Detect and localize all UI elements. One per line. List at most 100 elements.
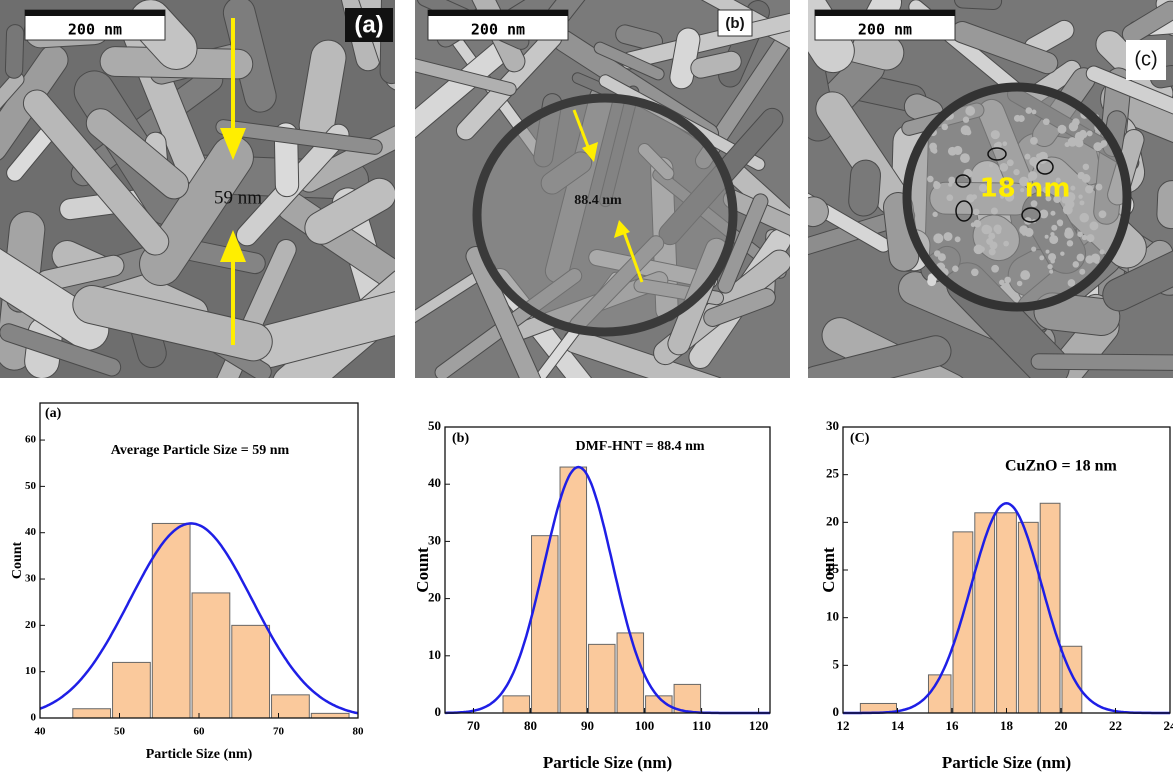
arrow-head bbox=[614, 220, 630, 238]
zoom-ring bbox=[902, 82, 1132, 312]
measure: 59 nm bbox=[214, 187, 262, 208]
arrow-head bbox=[220, 128, 246, 160]
arrow bbox=[622, 231, 644, 283]
texture bbox=[593, 41, 665, 81]
annotation: Average Particle Size = 59 nm bbox=[111, 443, 290, 458]
x-tick-label: 14 bbox=[891, 718, 905, 733]
panel-label: (C) bbox=[850, 431, 870, 446]
texture bbox=[1102, 245, 1173, 312]
y-tick-label: 60 bbox=[25, 434, 37, 446]
y-tick-label: 50 bbox=[25, 480, 37, 492]
texture bbox=[85, 108, 190, 200]
bar bbox=[151, 522, 191, 719]
texture bbox=[1085, 65, 1173, 120]
y-axis-label: Count bbox=[10, 541, 25, 579]
y-axis-label: Count bbox=[819, 547, 838, 593]
x-tick-label: 70 bbox=[467, 718, 480, 733]
y-tick-label: 20 bbox=[428, 590, 441, 605]
texture bbox=[703, 287, 776, 327]
texture bbox=[808, 0, 855, 74]
particle-mark bbox=[955, 174, 971, 188]
texture bbox=[304, 177, 395, 245]
bar bbox=[1017, 521, 1039, 714]
bar bbox=[588, 643, 616, 714]
scale-bar bbox=[428, 10, 568, 16]
bar bbox=[559, 466, 588, 714]
bar bbox=[191, 592, 231, 719]
panel-label: (a) bbox=[45, 406, 62, 421]
x-tick-label: 60 bbox=[194, 726, 206, 738]
y-tick-label: 30 bbox=[428, 532, 441, 547]
panel-label: (c) bbox=[1134, 48, 1157, 70]
bar bbox=[996, 512, 1017, 714]
texture bbox=[954, 0, 1003, 11]
x-tick-label: 18 bbox=[1000, 718, 1014, 733]
texture bbox=[465, 246, 555, 378]
x-tick-label: 70 bbox=[273, 726, 285, 738]
y-tick-label: 0 bbox=[31, 712, 37, 724]
arrow bbox=[572, 109, 592, 153]
fit-curve bbox=[39, 522, 359, 715]
annotation: CuZnO = 18 nm bbox=[1005, 458, 1117, 475]
texture bbox=[848, 159, 881, 217]
bar bbox=[1039, 502, 1061, 714]
texture bbox=[808, 335, 952, 378]
bar bbox=[927, 674, 952, 714]
particle-mark bbox=[955, 200, 973, 222]
label-box bbox=[345, 8, 393, 42]
scale-bar bbox=[25, 10, 165, 16]
x-axis-label: Particle Size (nm) bbox=[146, 747, 253, 762]
overlay: 200 nm (b) 88.4 nm bbox=[427, 9, 753, 337]
particle-mark bbox=[987, 147, 1007, 161]
plot-frame bbox=[444, 426, 771, 714]
y-tick-label: 5 bbox=[833, 656, 840, 671]
texture bbox=[808, 196, 829, 228]
panel-label: (b) bbox=[725, 15, 744, 32]
measure: 88.4 nm bbox=[574, 193, 622, 208]
panel-label: (b) bbox=[452, 431, 469, 446]
y-tick-label: 0 bbox=[435, 704, 442, 719]
scale-text: 200 nm bbox=[858, 21, 912, 39]
arrow-head bbox=[220, 230, 246, 262]
overlay: 200 nm (a) 59 nm bbox=[24, 8, 393, 345]
micrograph bbox=[0, 0, 395, 378]
y-tick-label: 10 bbox=[428, 647, 441, 662]
x-tick-label: 20 bbox=[1055, 718, 1068, 733]
y-tick-label: 20 bbox=[826, 513, 839, 528]
measure: 18 nm bbox=[980, 174, 1071, 204]
x-tick-label: 110 bbox=[692, 718, 711, 733]
texture bbox=[215, 119, 383, 155]
texture bbox=[415, 57, 517, 96]
particle-mark bbox=[1036, 159, 1054, 175]
arrow-head bbox=[582, 142, 598, 162]
texture bbox=[927, 277, 937, 287]
y-axis-label: Count bbox=[413, 547, 432, 593]
texture bbox=[0, 233, 110, 351]
texture bbox=[72, 285, 273, 362]
texture bbox=[22, 89, 170, 256]
x-tick-label: 16 bbox=[946, 718, 960, 733]
x-tick-label: 80 bbox=[524, 718, 537, 733]
texture bbox=[717, 193, 769, 294]
x-tick-label: 100 bbox=[635, 718, 655, 733]
y-tick-label: 15 bbox=[826, 561, 840, 576]
x-axis-label: Particle Size (nm) bbox=[543, 753, 672, 772]
y-tick-label: 20 bbox=[25, 619, 37, 631]
overlay: 200 nm (c) 18 nm bbox=[814, 9, 1166, 312]
x-tick-label: 22 bbox=[1109, 718, 1122, 733]
x-tick-label: 80 bbox=[353, 726, 365, 738]
scale-text: 200 nm bbox=[471, 21, 525, 39]
label-box bbox=[1126, 40, 1166, 80]
texture bbox=[690, 50, 742, 79]
y-tick-label: 0 bbox=[833, 704, 840, 719]
y-tick-label: 40 bbox=[25, 526, 37, 538]
bar bbox=[112, 661, 151, 719]
annotation: DMF-HNT = 88.4 nm bbox=[575, 439, 704, 454]
bar bbox=[502, 695, 531, 714]
bar bbox=[271, 694, 310, 719]
y-tick-label: 40 bbox=[428, 475, 441, 490]
texture bbox=[4, 24, 25, 79]
y-tick-label: 25 bbox=[826, 466, 840, 481]
